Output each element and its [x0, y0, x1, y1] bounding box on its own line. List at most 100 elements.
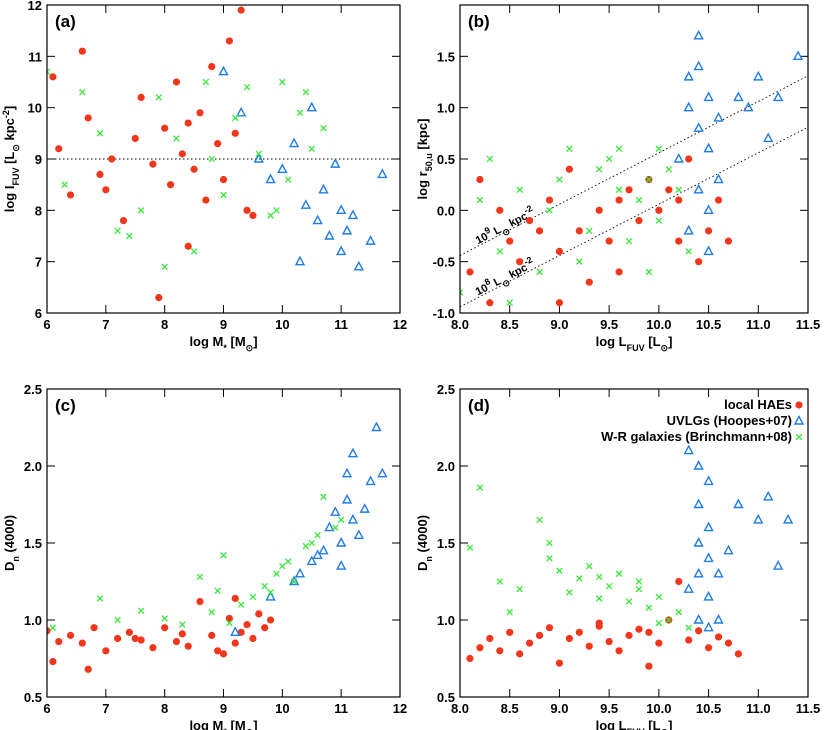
- point: [733, 91, 744, 102]
- point: [595, 622, 603, 630]
- point: [231, 129, 239, 137]
- point: [673, 153, 684, 163]
- point: [496, 248, 504, 255]
- point: [585, 227, 593, 235]
- line-annotation: 109 L⊙ kpc-2: [472, 203, 539, 250]
- point: [377, 467, 388, 478]
- point: [332, 524, 339, 531]
- point: [526, 639, 534, 647]
- point: [55, 637, 63, 646]
- x-tick-label: 8: [161, 317, 168, 332]
- point: [645, 628, 653, 636]
- point: [645, 176, 653, 183]
- point: [693, 183, 704, 194]
- point: [231, 639, 239, 647]
- point: [683, 444, 694, 455]
- point: [214, 647, 222, 655]
- point: [615, 186, 623, 194]
- point: [137, 207, 145, 214]
- point: [273, 207, 280, 214]
- point: [296, 109, 304, 117]
- point: [243, 83, 251, 91]
- point: [324, 521, 335, 532]
- legend-marker: [795, 433, 803, 441]
- point: [131, 634, 139, 643]
- x-tick-label: 8: [161, 701, 168, 716]
- reference-line: [459, 75, 809, 256]
- point: [685, 624, 692, 631]
- panel: 6 7 8 9 10 11 12 0.5 1.0 1.5 2.0 2.5 (c) log M* [M⊙] D…: [2, 382, 407, 730]
- y-axis-label: Dn (4000): [2, 515, 21, 571]
- y-tick-label: -1.0: [433, 306, 455, 321]
- x-tick-label: 9.0: [550, 701, 568, 716]
- point: [693, 460, 704, 470]
- x-tick-label: 9.5: [600, 701, 618, 716]
- y-tick-label: 7: [35, 255, 42, 270]
- plot-frame: [459, 4, 809, 314]
- point: [645, 268, 653, 276]
- point: [353, 260, 364, 271]
- point: [114, 616, 121, 624]
- x-tick-label: 11.0: [746, 317, 771, 332]
- point: [486, 634, 494, 643]
- point: [232, 114, 239, 122]
- point: [535, 227, 544, 235]
- point: [703, 475, 714, 486]
- point: [347, 209, 359, 220]
- point: [476, 175, 484, 184]
- point: [693, 60, 704, 71]
- point: [645, 604, 653, 611]
- point: [595, 573, 603, 581]
- point: [713, 567, 724, 578]
- x-tick-label: 7: [102, 317, 109, 332]
- point: [476, 644, 484, 652]
- point: [353, 529, 364, 539]
- point: [693, 498, 704, 509]
- point: [703, 552, 714, 563]
- point: [265, 590, 276, 601]
- point: [78, 639, 86, 647]
- point: [526, 217, 534, 225]
- point: [249, 593, 257, 601]
- x-axis-label: log M* [M⊙]: [189, 334, 257, 353]
- point: [108, 155, 116, 163]
- point: [703, 91, 714, 102]
- point: [219, 650, 228, 658]
- points: [47, 6, 388, 302]
- point: [318, 544, 329, 555]
- point: [155, 294, 163, 302]
- point: [665, 166, 673, 173]
- point: [466, 544, 474, 551]
- y-tick-label: 11: [28, 49, 42, 64]
- point: [161, 124, 169, 132]
- y-axis-label: Dn (4000): [415, 515, 434, 571]
- point: [675, 609, 683, 616]
- point: [516, 258, 524, 266]
- y-tick-label: 2.0: [24, 459, 42, 474]
- point: [235, 106, 247, 117]
- plot-frame: [46, 4, 401, 314]
- point: [655, 145, 663, 152]
- point: [535, 631, 544, 640]
- point: [615, 268, 623, 276]
- point: [341, 493, 353, 504]
- point: [172, 78, 181, 86]
- point: [365, 235, 376, 245]
- point: [703, 204, 714, 215]
- point: [625, 598, 633, 605]
- point: [575, 628, 583, 636]
- point: [302, 542, 310, 550]
- line-annotation: 108 L⊙ kpc-2: [472, 254, 539, 301]
- point: [773, 560, 784, 570]
- point: [693, 122, 704, 132]
- x-tick-label: 10.0: [646, 317, 671, 332]
- x-tick-label: 11: [334, 701, 348, 716]
- point: [261, 582, 268, 590]
- y-tick-label: 6: [35, 306, 42, 321]
- point: [290, 578, 298, 585]
- point: [284, 558, 292, 565]
- point: [219, 175, 228, 184]
- point: [84, 665, 92, 673]
- point: [565, 634, 573, 643]
- point: [555, 299, 564, 307]
